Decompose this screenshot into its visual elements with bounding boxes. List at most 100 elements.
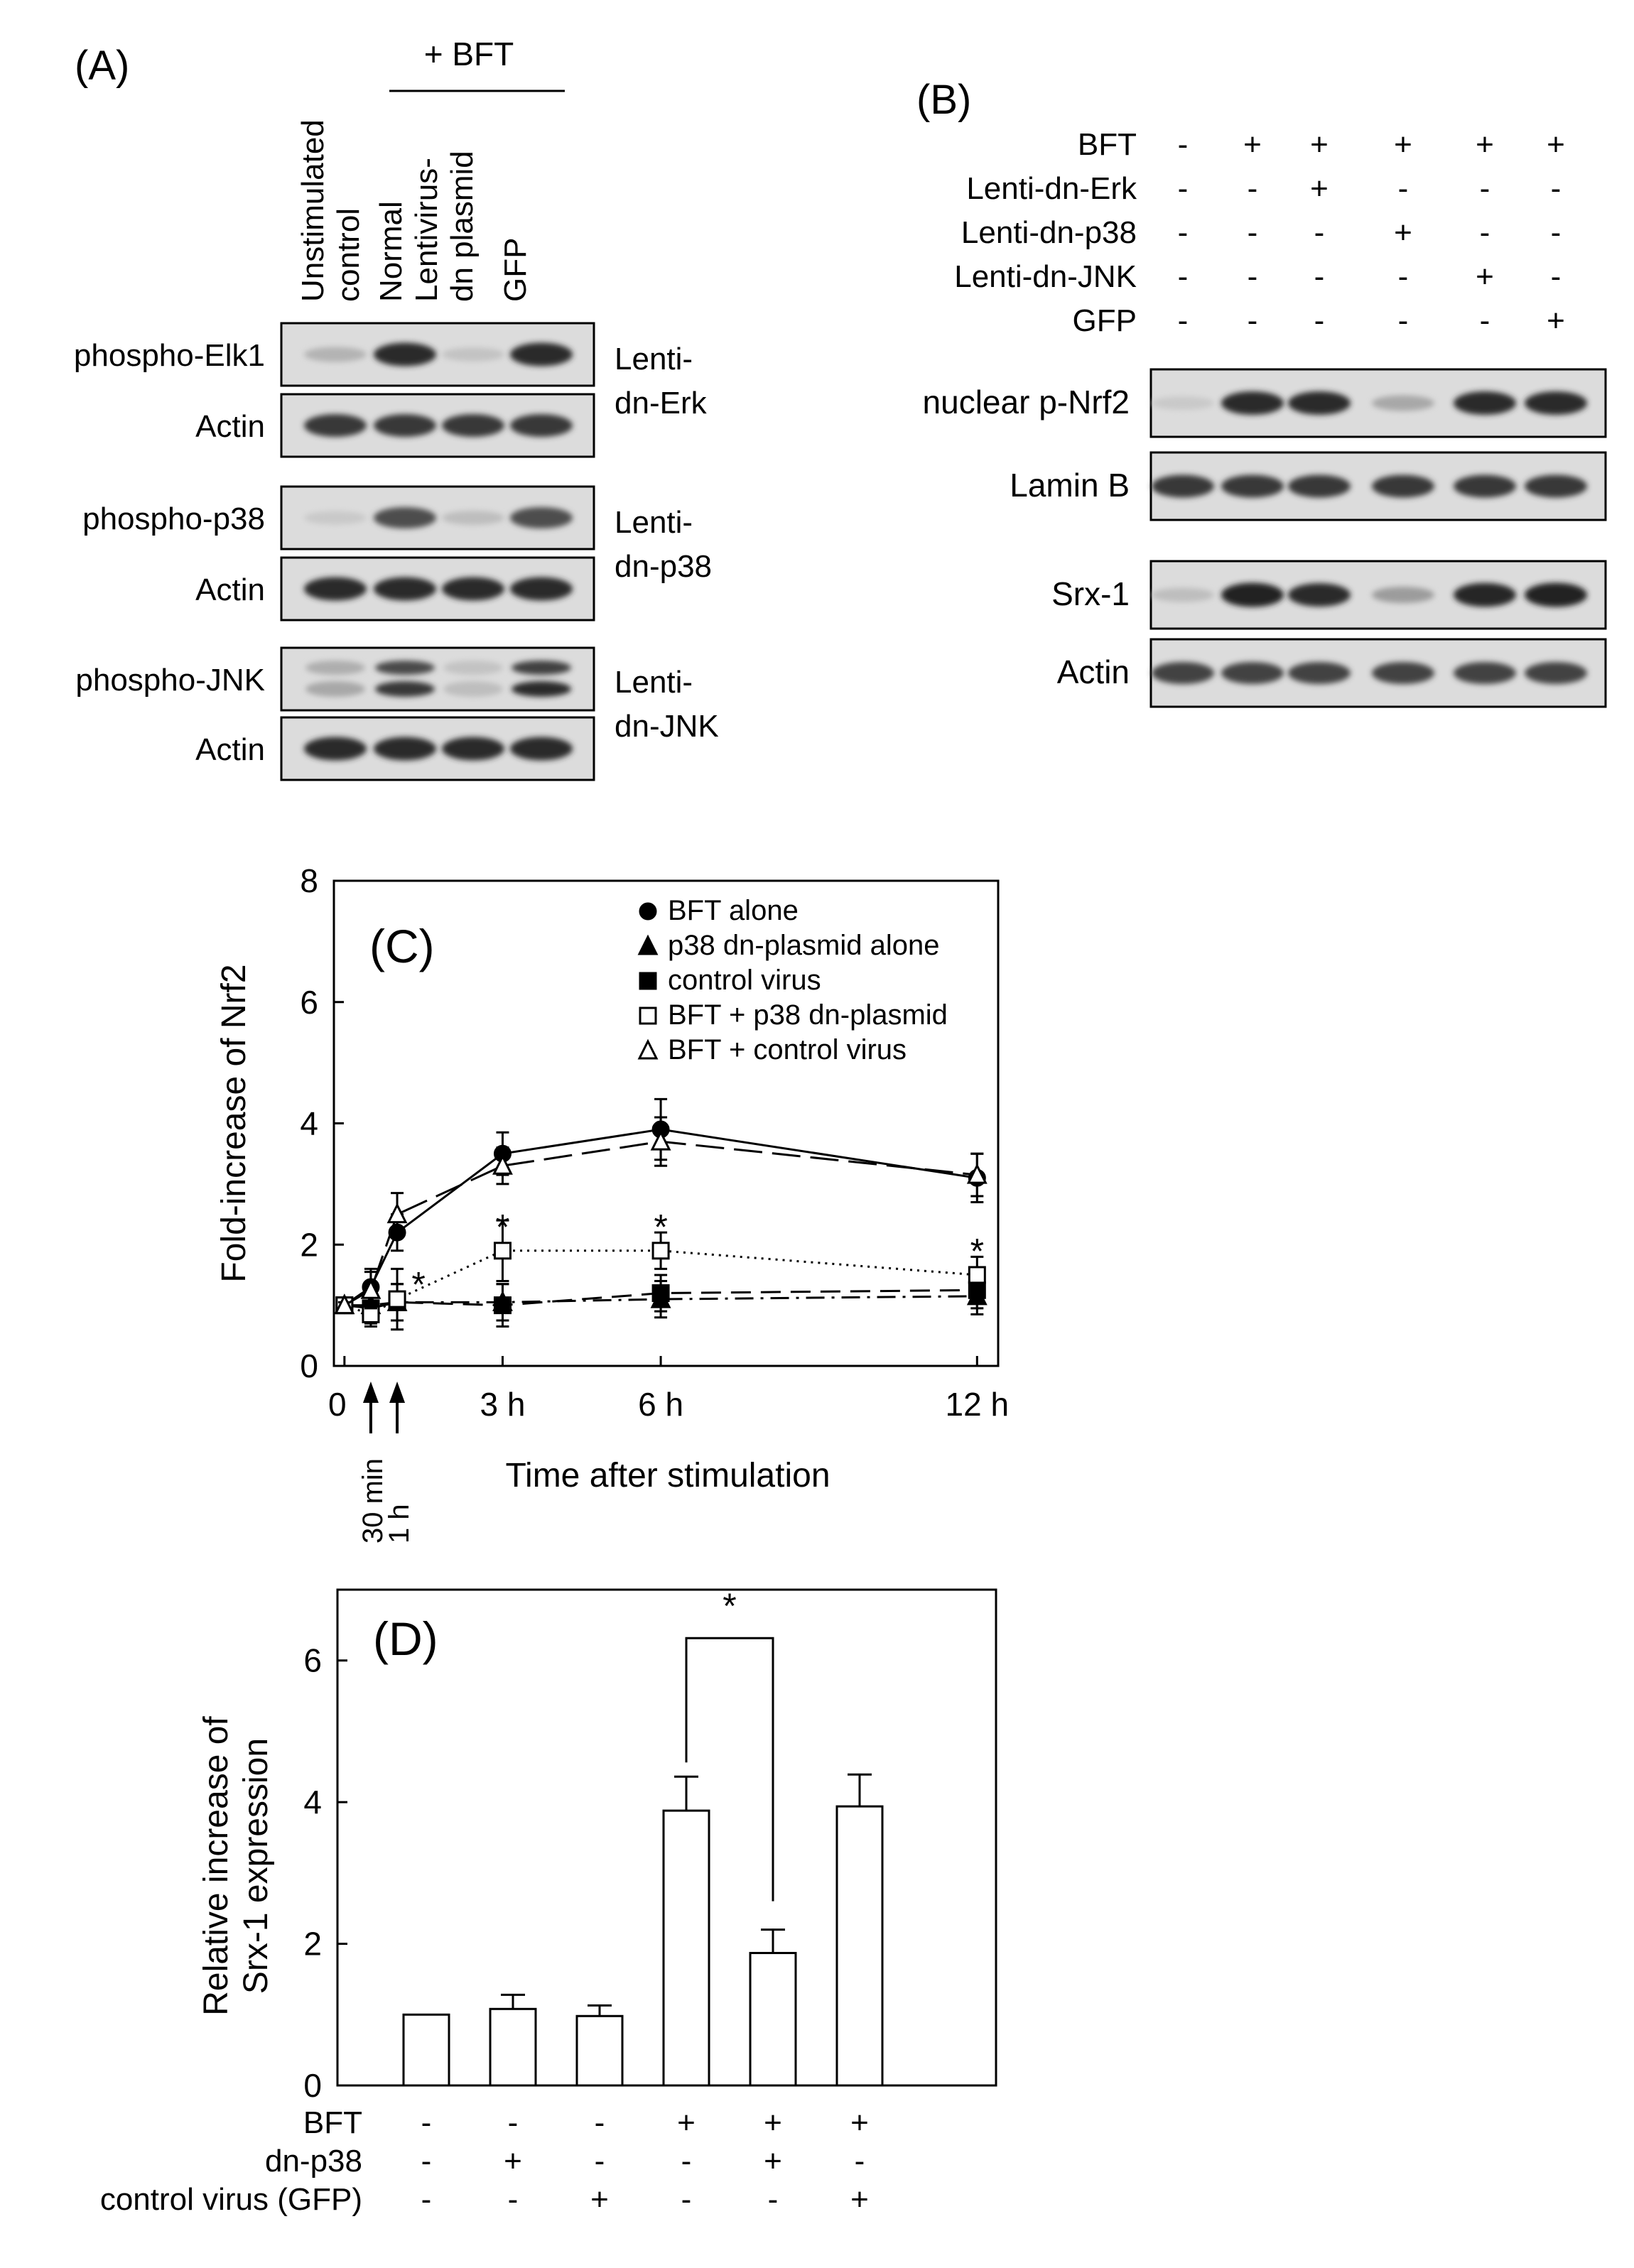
blot-band (1152, 396, 1214, 410)
legend-entry: control virus (668, 965, 821, 996)
condition-sign: + (1243, 127, 1262, 162)
blot-band (442, 347, 504, 362)
condition-sign: + (1547, 127, 1565, 162)
condition-sign: + (1310, 171, 1329, 206)
x-tick-label: 0 (328, 1386, 347, 1423)
blot-band (305, 661, 365, 675)
lane-label-text: dn plasmid (445, 151, 480, 302)
condition-row: Lenti-dn-JNK - - - - + - (954, 259, 1561, 294)
condition-sign: - (1480, 303, 1490, 338)
condition-sign: - (1248, 215, 1258, 250)
sign-row-sign: - (421, 2105, 432, 2140)
blot-row: Actin (195, 716, 595, 781)
blot-band (374, 577, 436, 601)
sign-row-sign: - (681, 2182, 692, 2217)
y-axis-label: Relative increase of (198, 1716, 235, 2016)
blot-band (304, 347, 367, 362)
blot-band (443, 681, 503, 697)
blot-band (1454, 662, 1516, 684)
lane-label: Lentivirus-dn plasmid (409, 151, 480, 302)
series-line (344, 1288, 978, 1310)
side-label-text: dn-p38 (615, 549, 712, 584)
blot-row: Actin (195, 556, 595, 622)
x-tick-label: 3 h (480, 1386, 525, 1423)
data-point (968, 1266, 986, 1284)
blot-band (304, 577, 367, 601)
condition-row: Lenti-dn-p38 - - - + - - (961, 215, 1561, 250)
sign-row-sign: - (421, 2144, 432, 2179)
blot-band (510, 507, 573, 528)
condition-sign: + (1394, 127, 1412, 162)
y-tick-label: 2 (300, 1226, 318, 1263)
condition-row: GFP - - - - - + (1073, 303, 1565, 338)
lane-label: Unstimulated control (296, 119, 366, 302)
blot-band (374, 342, 436, 367)
side-label: Lenti-dn-p38 (615, 505, 712, 584)
bar (575, 2014, 624, 2087)
condition-sign: - (1248, 259, 1258, 294)
side-label-text: Lenti- (615, 665, 693, 700)
side-label-text: dn-Erk (615, 386, 708, 420)
blot-band (1372, 587, 1434, 603)
series (334, 1116, 988, 1315)
blot-band (374, 507, 436, 528)
side-label-text: Lenti- (615, 505, 693, 540)
condition-sign: + (1547, 303, 1565, 338)
data-point (651, 1242, 670, 1260)
panel-a-blots: phospho-Elk1 Actin phospho-p38 Actin phospho… (74, 322, 595, 781)
blot-band (1525, 391, 1587, 415)
arrow-head (362, 1382, 379, 1403)
condition-sign: - (1178, 215, 1189, 250)
condition-label: GFP (1073, 303, 1137, 338)
condition-sign: - (1178, 303, 1189, 338)
sign-row-sign: - (595, 2105, 605, 2140)
legend-entry: BFT alone (668, 895, 799, 926)
condition-sign: + (1476, 259, 1494, 294)
side-label: Lenti-dn-JNK (615, 665, 719, 744)
blot-label: Actin (195, 409, 265, 444)
blot-band (512, 661, 571, 675)
data-point (639, 1007, 657, 1025)
condition-sign: - (1398, 303, 1409, 338)
sign-row-sign: - (681, 2144, 692, 2179)
y-tick-label: 0 (300, 1347, 318, 1384)
side-label-text: dn-JNK (615, 709, 719, 744)
significance-mark: * (654, 1207, 667, 1247)
data-point (360, 1278, 382, 1299)
blot-label: Actin (195, 573, 265, 607)
data-point (493, 1242, 512, 1260)
y-tick-label: 8 (300, 862, 318, 899)
y-axis-label: Srx-1 expression (237, 1738, 275, 1994)
bar (489, 2007, 537, 2087)
x-axis-label: Time after stimulation (505, 1457, 830, 1494)
blot-band (1152, 662, 1214, 684)
sign-row-sign: + (764, 2105, 782, 2140)
y-tick-label: 0 (303, 2067, 322, 2104)
condition-sign: - (1248, 171, 1258, 206)
condition-sign: - (1314, 303, 1325, 338)
sign-row-sign: - (768, 2182, 779, 2217)
blot-band (1454, 474, 1516, 498)
sign-row-sign: + (764, 2144, 782, 2179)
blot-band (442, 511, 504, 525)
condition-row: Lenti-dn-Erk - - + - - - (966, 171, 1561, 206)
panel-a-label: (A) (75, 43, 129, 89)
blot-row: phospho-p38 (82, 485, 595, 550)
blot-band (1525, 474, 1587, 498)
condition-label: Lenti-dn-Erk (966, 171, 1137, 206)
blot-label: Actin (195, 732, 265, 767)
sign-row-label: control virus (GFP) (100, 2182, 362, 2217)
side-label-text: Lenti- (615, 342, 693, 376)
condition-sign: - (1480, 215, 1490, 250)
blot-band (1372, 474, 1434, 498)
panel-b-blots: nuclear p-Nrf2 Lamin B Srx-1 Actin (923, 368, 1607, 708)
bar (749, 1952, 797, 2087)
blot-band (512, 681, 571, 697)
x-tick-label: 6 h (638, 1386, 683, 1423)
blot-label: Actin (1057, 653, 1130, 690)
panel-d-chart: 0 2 4 6 Relative increase of Srx-1 expression… (100, 1586, 997, 2217)
blot-band (1288, 391, 1351, 415)
x-tick-label: 12 h (946, 1386, 1010, 1423)
